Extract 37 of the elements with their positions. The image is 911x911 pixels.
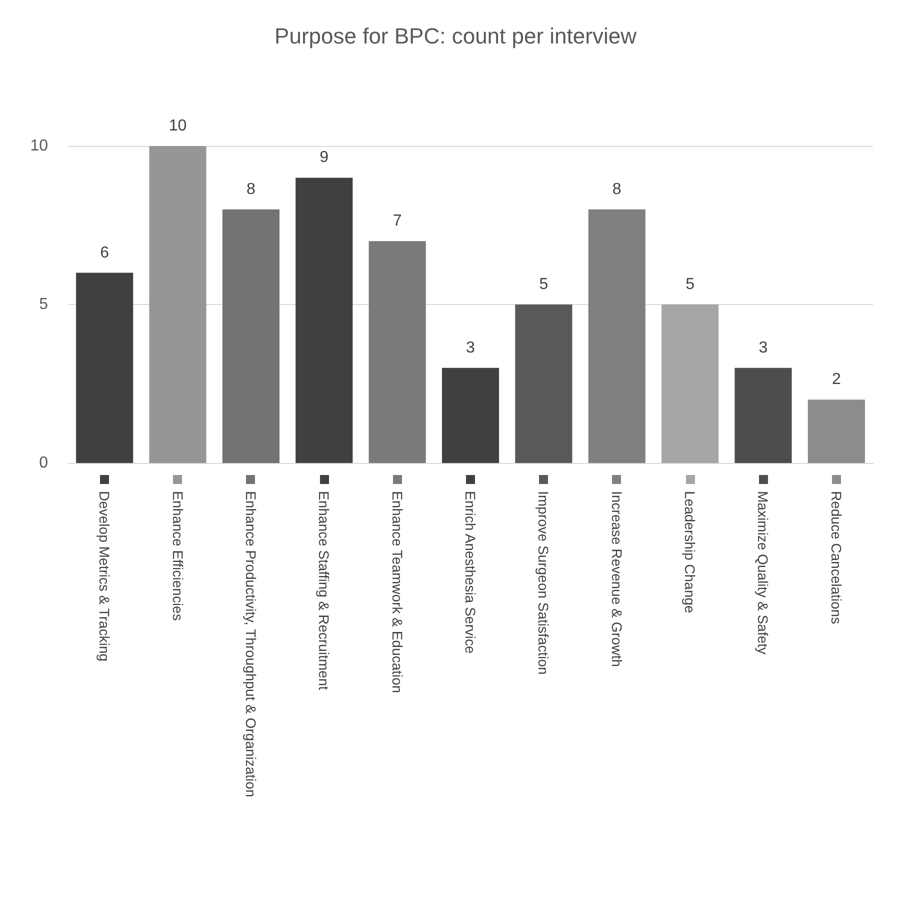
y-tick-label: 10 (30, 138, 48, 154)
data-label: 3 (466, 339, 476, 356)
bar (734, 368, 792, 463)
x-tick-label: Reduce Cancelations (828, 491, 844, 624)
bar (222, 209, 280, 463)
bar (808, 400, 865, 463)
x-tick-label: Increase Revenue & Growth (608, 491, 625, 667)
data-label: 7 (392, 212, 402, 230)
data-label: 5 (686, 276, 695, 293)
y-tick-label: 5 (39, 296, 48, 313)
bar (662, 304, 719, 463)
data-label: 2 (832, 371, 841, 388)
data-label: 9 (320, 149, 329, 166)
data-label: 3 (758, 339, 768, 356)
x-tick-label: Develop Metrics & Tracking (96, 491, 113, 662)
x-tick-label: Enhance Productivity, Throughput & Organization (242, 491, 259, 798)
bar (76, 272, 134, 463)
bar (149, 146, 206, 463)
bar (515, 304, 572, 463)
data-label: 10 (168, 118, 187, 134)
data-label: 5 (539, 276, 548, 293)
y-tick-label: 0 (39, 454, 48, 472)
x-tick-label: Enhance Efficiencies (170, 491, 186, 621)
x-tick-label: Improve Surgeon Satisfaction (536, 491, 552, 675)
bar (296, 178, 353, 463)
bar (442, 368, 500, 463)
bar (588, 209, 646, 463)
x-tick-label: Enhance Teamwork & Education (389, 491, 406, 694)
bar (368, 241, 426, 463)
data-label: 6 (100, 244, 110, 262)
x-tick-label: Maximize Quality & Safety (755, 491, 772, 654)
x-tick-label: Enhance Staffing & Recruitment (316, 491, 332, 690)
x-tick-label: Leadership Change (682, 491, 698, 614)
data-label: 8 (612, 180, 622, 198)
data-label: 8 (246, 180, 256, 198)
x-tick-label: Enrich Anesthesia Service (462, 491, 478, 654)
chart-title: Purpose for BPC: count per interview (274, 24, 637, 48)
